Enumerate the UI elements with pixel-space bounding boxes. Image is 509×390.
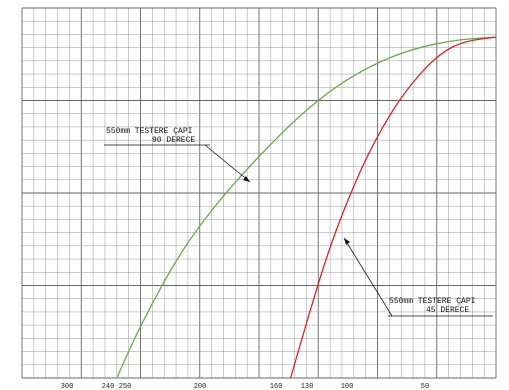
grid-gap xyxy=(380,115,386,119)
grid-gap xyxy=(250,305,256,309)
grid-gap xyxy=(380,212,386,216)
x-tick-label: 130 xyxy=(301,383,314,390)
grid-gap xyxy=(380,22,386,26)
grid-gap xyxy=(380,305,386,309)
x-tick-label: 50 xyxy=(421,383,429,390)
annotation-45-line1: 550mm TESTERE ÇAPI xyxy=(389,297,475,306)
x-tick-label: 240 xyxy=(102,383,115,390)
annotation-90-arrowhead xyxy=(243,176,250,182)
x-axis-ticks: 300 240 250 200 160 130 100 50 xyxy=(61,383,430,390)
annotation-90-line1: 550mm TESTERE ÇAPI xyxy=(106,127,192,136)
x-tick-label: 100 xyxy=(341,383,354,390)
series-line-90 xyxy=(116,36,497,379)
grid-gap xyxy=(120,115,126,119)
grid-gap xyxy=(250,22,256,26)
annotation-45-arrowhead xyxy=(344,238,350,245)
annotation-45-line2: 45 DERECE xyxy=(426,306,469,315)
annotation-90-line2: 90 DERECE xyxy=(152,136,195,145)
grid-gap xyxy=(120,305,126,309)
x-tick-label: 160 xyxy=(270,383,283,390)
x-tick-label: 200 xyxy=(194,383,207,390)
x-tick-label: 250 xyxy=(119,383,132,390)
annotation-45-leader xyxy=(343,237,393,317)
series-line-45 xyxy=(289,36,497,379)
chart-grid xyxy=(21,7,497,379)
grid-gap xyxy=(120,22,126,26)
grid-gap xyxy=(250,115,256,119)
annotation-90-leader xyxy=(204,144,251,183)
x-tick-label: 300 xyxy=(61,383,74,390)
grid-gap xyxy=(250,212,256,216)
grid-gap xyxy=(120,212,126,216)
chart-curves xyxy=(116,36,497,379)
